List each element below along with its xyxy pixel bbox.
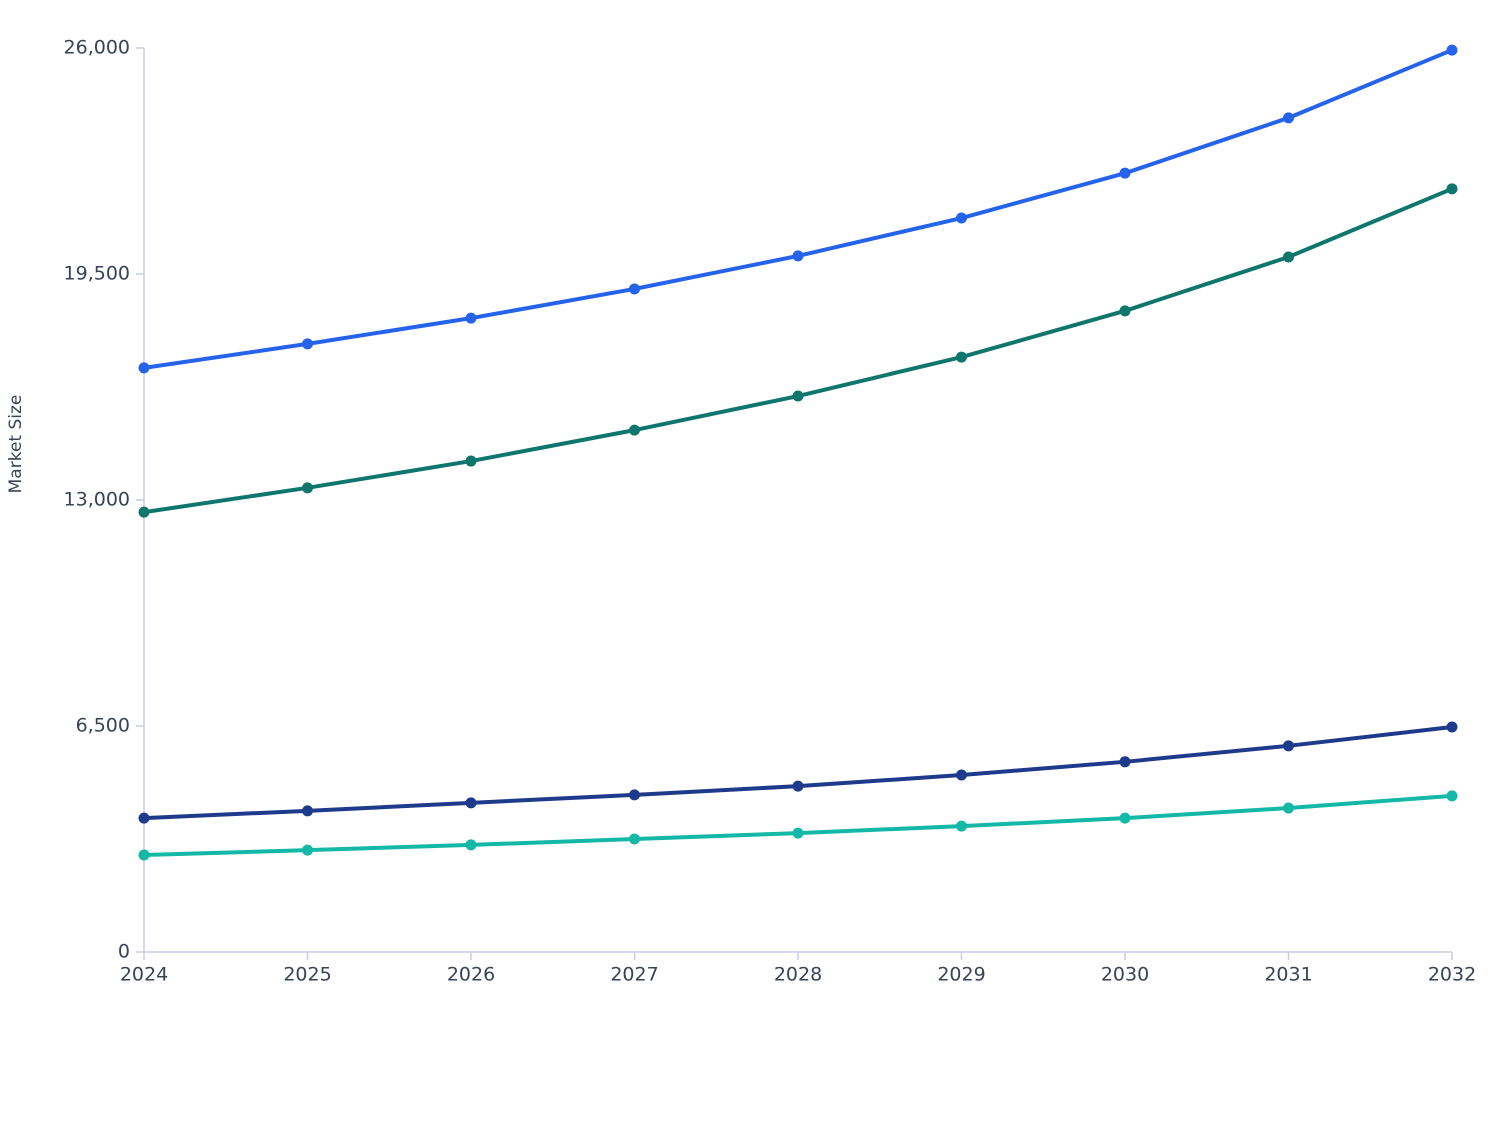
data-point xyxy=(465,455,477,467)
y-tick-label: 19,500 xyxy=(64,263,130,285)
series-line xyxy=(143,793,1453,857)
data-point xyxy=(302,482,313,494)
data-point xyxy=(1119,167,1131,179)
data-point xyxy=(138,849,150,861)
data-point xyxy=(1119,305,1131,317)
data-point xyxy=(1446,183,1458,195)
data-point xyxy=(138,506,150,518)
data-point xyxy=(138,362,150,374)
data-point xyxy=(465,839,477,851)
data-point xyxy=(1119,756,1131,768)
x-tick-label: 2032 xyxy=(1428,964,1476,986)
data-point xyxy=(1446,44,1458,56)
series-line xyxy=(143,725,1453,821)
data-point xyxy=(956,351,967,363)
data-point xyxy=(1446,721,1458,733)
data-point xyxy=(1283,112,1294,124)
x-tick-label: 2028 xyxy=(774,964,822,986)
data-point xyxy=(956,212,967,224)
data-point xyxy=(792,780,804,792)
data-point xyxy=(792,390,804,402)
data-point xyxy=(465,312,477,324)
x-tick-label: 2026 xyxy=(447,964,495,986)
x-tick-label: 2025 xyxy=(283,964,331,986)
data-point xyxy=(956,769,967,781)
data-point xyxy=(1283,251,1294,263)
data-point xyxy=(302,844,313,856)
data-point xyxy=(1446,790,1458,802)
data-point xyxy=(956,820,967,832)
data-point xyxy=(629,789,640,801)
y-tick-label: 0 xyxy=(118,941,130,963)
data-point xyxy=(629,833,640,845)
y-axis-label: Market Size xyxy=(6,395,26,494)
x-tick-label: 2027 xyxy=(610,964,658,986)
data-point xyxy=(138,812,150,824)
x-tick-label: 2024 xyxy=(120,964,168,986)
data-point xyxy=(629,283,640,295)
x-tick-label: 2030 xyxy=(1101,964,1149,986)
series-line xyxy=(143,48,1453,370)
data-point xyxy=(1283,802,1294,814)
series-line xyxy=(143,186,1453,515)
data-point xyxy=(792,827,804,839)
data-point xyxy=(1283,740,1294,752)
data-point xyxy=(302,338,313,350)
data-point xyxy=(465,797,477,809)
y-tick-label: 26,000 xyxy=(64,37,130,59)
data-point xyxy=(629,424,640,436)
y-tick-label: 6,500 xyxy=(76,715,130,737)
data-point xyxy=(792,250,804,262)
x-tick-label: 2029 xyxy=(937,964,985,986)
x-tick-label: 2031 xyxy=(1264,964,1312,986)
data-point xyxy=(1119,812,1131,824)
data-point xyxy=(302,805,313,817)
y-tick-label: 13,000 xyxy=(64,489,130,511)
